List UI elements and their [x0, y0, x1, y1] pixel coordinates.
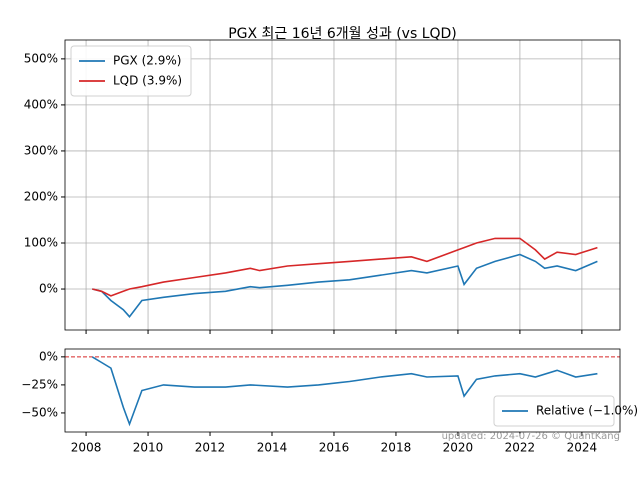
- x-tick-label: 2012: [195, 441, 226, 455]
- x-tick-label: 2008: [71, 441, 102, 455]
- x-tick-label: 2022: [505, 441, 536, 455]
- y-tick-label: −50%: [21, 405, 58, 419]
- y-tick-label: 200%: [24, 189, 58, 203]
- series-line: [91, 356, 598, 427]
- y-tick-label: 0%: [39, 282, 58, 296]
- x-tick-label: 2020: [443, 441, 474, 455]
- legend-box: [493, 395, 615, 427]
- y-tick-label: 100%: [24, 236, 58, 250]
- legend-label: PGX (2.9%): [113, 54, 181, 68]
- legend-label: LQD (3.9%): [113, 74, 182, 88]
- axes-frame: [64, 39, 621, 331]
- x-tick-label: 2018: [381, 441, 412, 455]
- x-tick-label: 2010: [133, 441, 164, 455]
- axes-frame: [64, 348, 621, 433]
- y-tick-label: 500%: [24, 51, 58, 65]
- x-tick-label: 2016: [319, 441, 350, 455]
- y-tick-label: 300%: [24, 143, 58, 157]
- y-tick-label: 0%: [39, 349, 58, 363]
- legend-label: Relative (−1.0%): [536, 404, 638, 418]
- y-tick-label: 400%: [24, 97, 58, 111]
- x-tick-label: 2024: [567, 441, 598, 455]
- annotation: updated: 2024-07-26 © QuantKang: [442, 431, 620, 442]
- series-line: [92, 237, 598, 297]
- chart-title: PGX 최근 16년 6개월 성과 (vs LQD): [228, 26, 457, 42]
- x-tick-label: 2014: [257, 441, 288, 455]
- series-line: [92, 253, 598, 318]
- y-tick-label: −25%: [21, 377, 58, 391]
- legend-box: [70, 45, 192, 97]
